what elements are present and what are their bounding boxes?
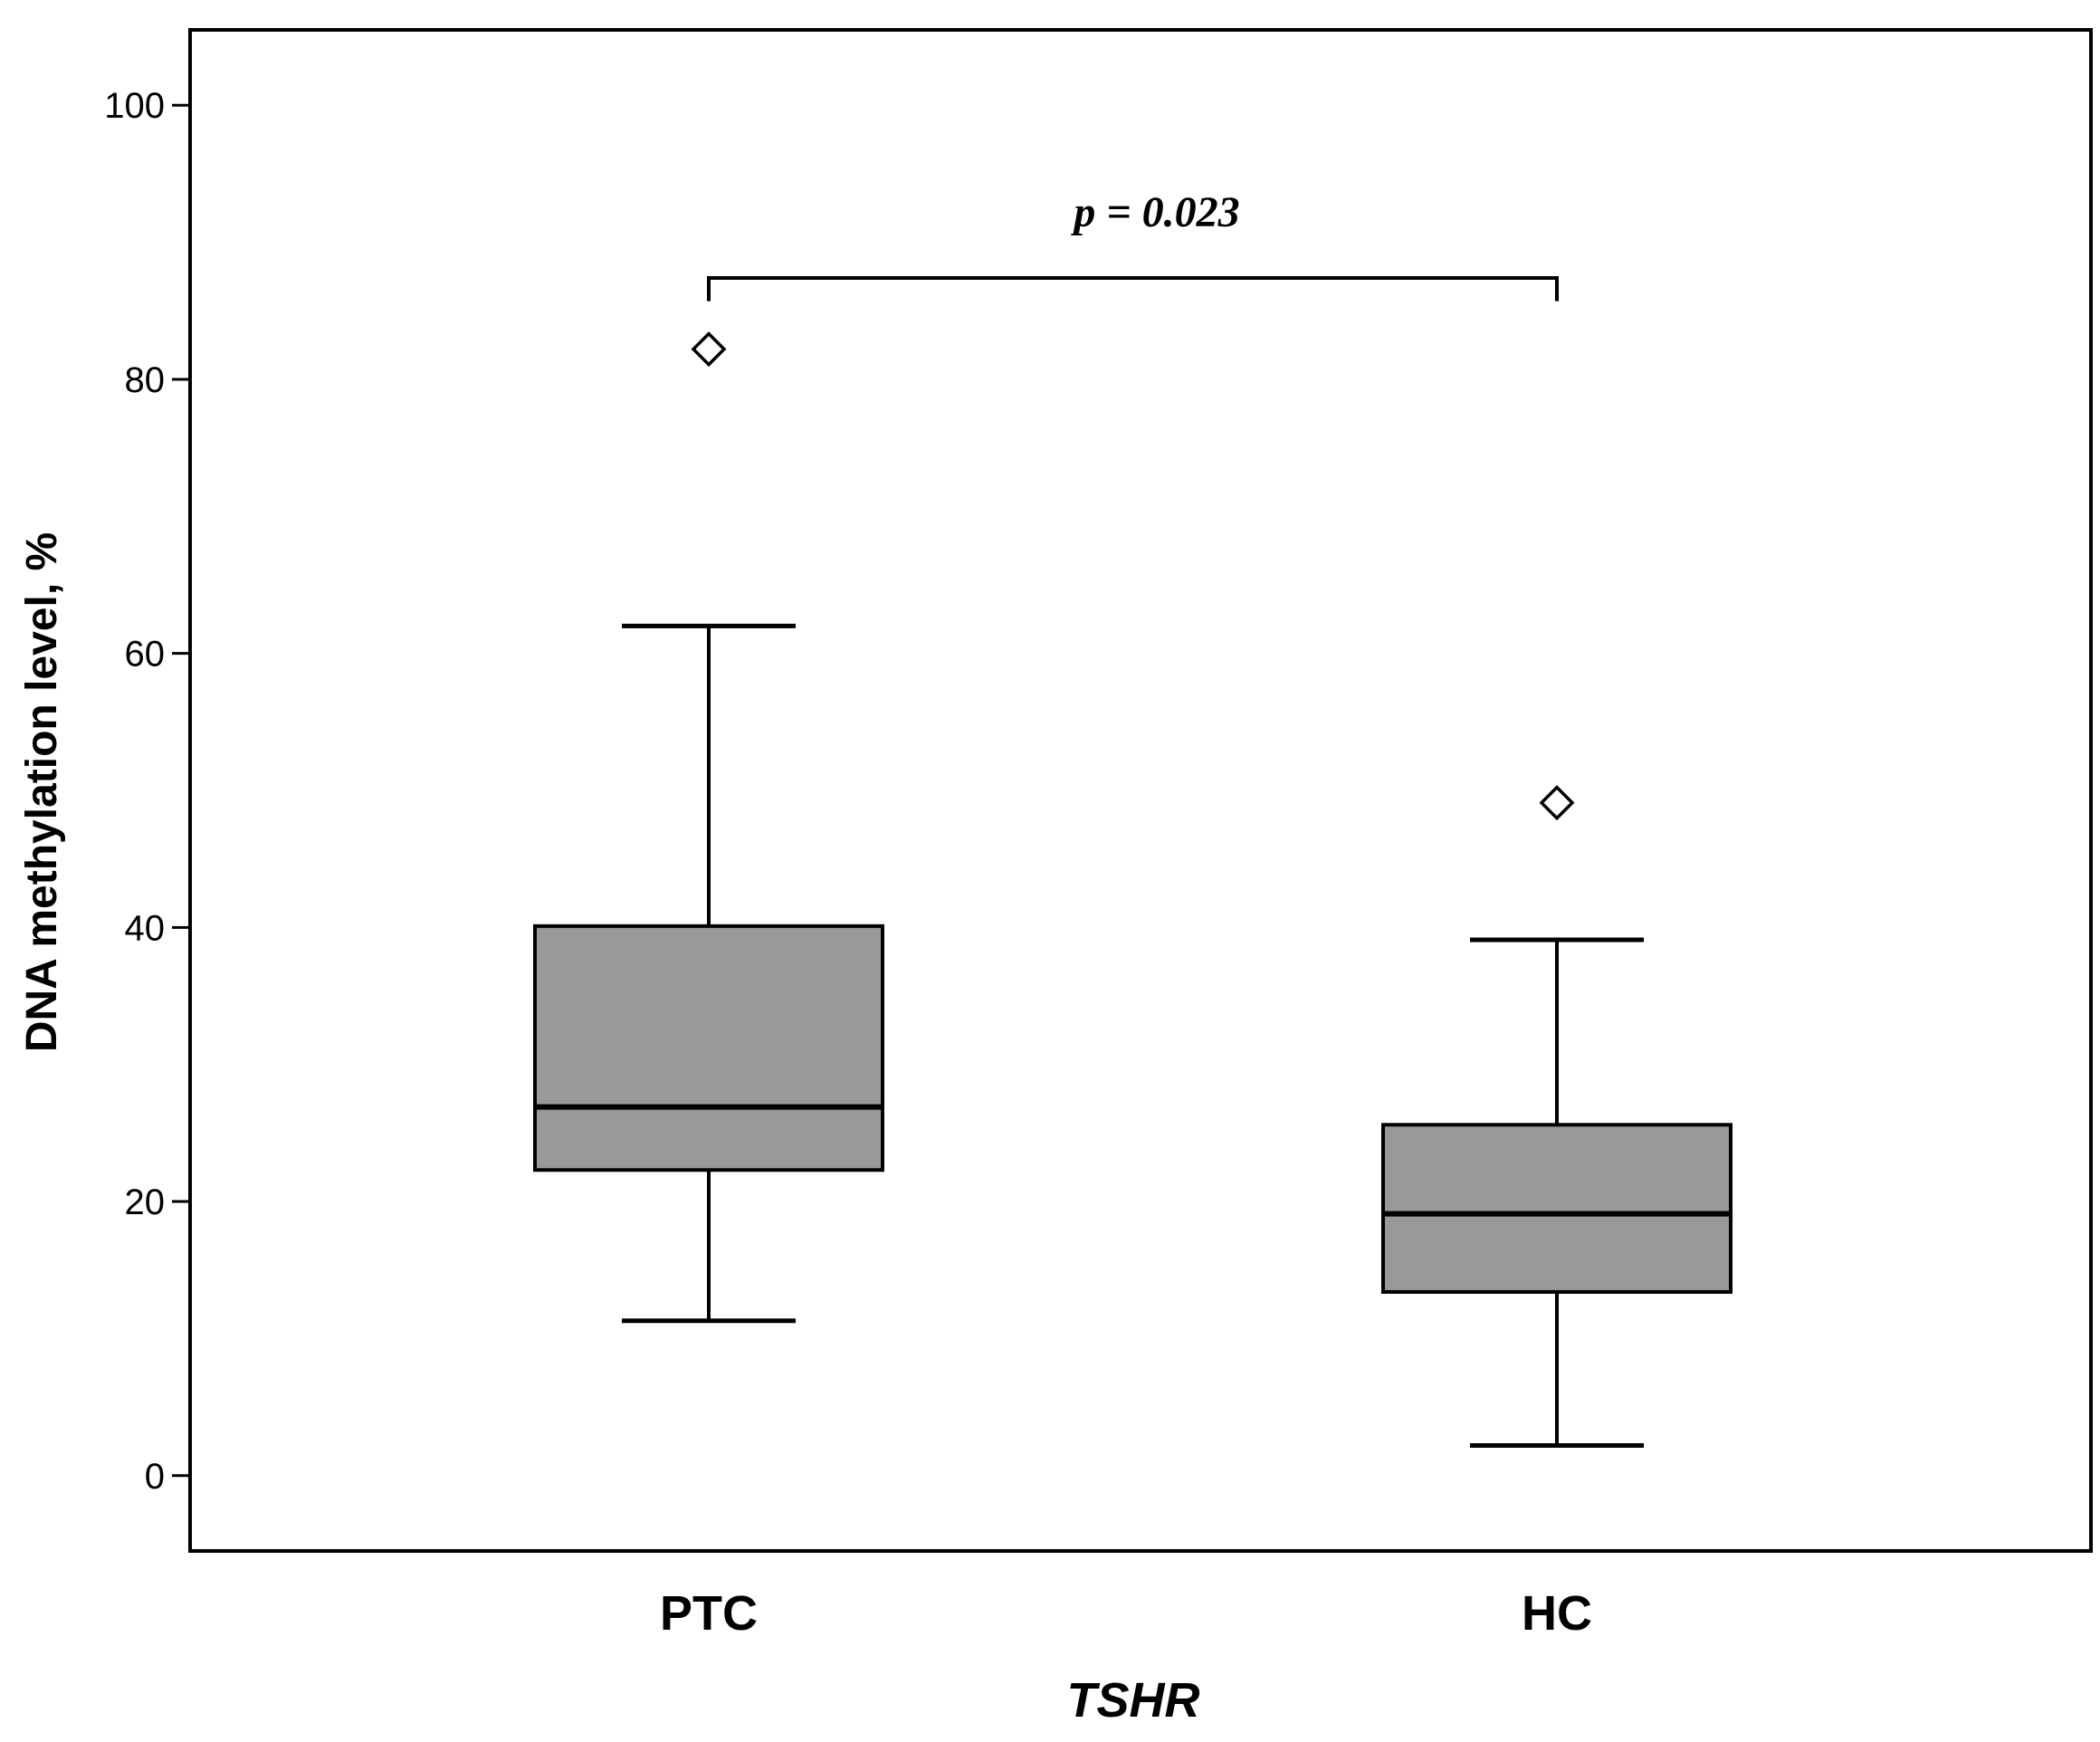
x-category-label: HC xyxy=(1522,1586,1592,1641)
x-category-label: PTC xyxy=(660,1586,758,1641)
box-group-hc: HC xyxy=(1381,785,1732,1641)
y-tick-label: 20 xyxy=(125,1182,166,1222)
outlier-point xyxy=(1539,785,1575,821)
x-axis-title: TSHR xyxy=(1067,1673,1200,1728)
plot-frame xyxy=(188,28,2093,1553)
boxes: PTC HC xyxy=(533,331,1732,1641)
p-value-label: p = 0.023 xyxy=(1070,188,1239,236)
y-tick-label: 80 xyxy=(125,360,166,400)
outlier-point xyxy=(691,331,727,368)
iqr-box xyxy=(533,924,884,1172)
iqr-box xyxy=(1381,1123,1732,1294)
y-axis-title: DNA methylation level, % xyxy=(18,532,66,1052)
significance-bracket xyxy=(707,275,1559,302)
y-axis: 0 20 40 60 80 100 xyxy=(104,86,190,1497)
y-tick-label: 0 xyxy=(145,1457,165,1497)
y-tick-label: 100 xyxy=(104,86,165,126)
y-tick-label: 40 xyxy=(125,908,166,948)
significance-annotation xyxy=(707,275,1559,302)
box-group-ptc: PTC xyxy=(533,331,884,1641)
y-tick-label: 60 xyxy=(125,635,166,675)
